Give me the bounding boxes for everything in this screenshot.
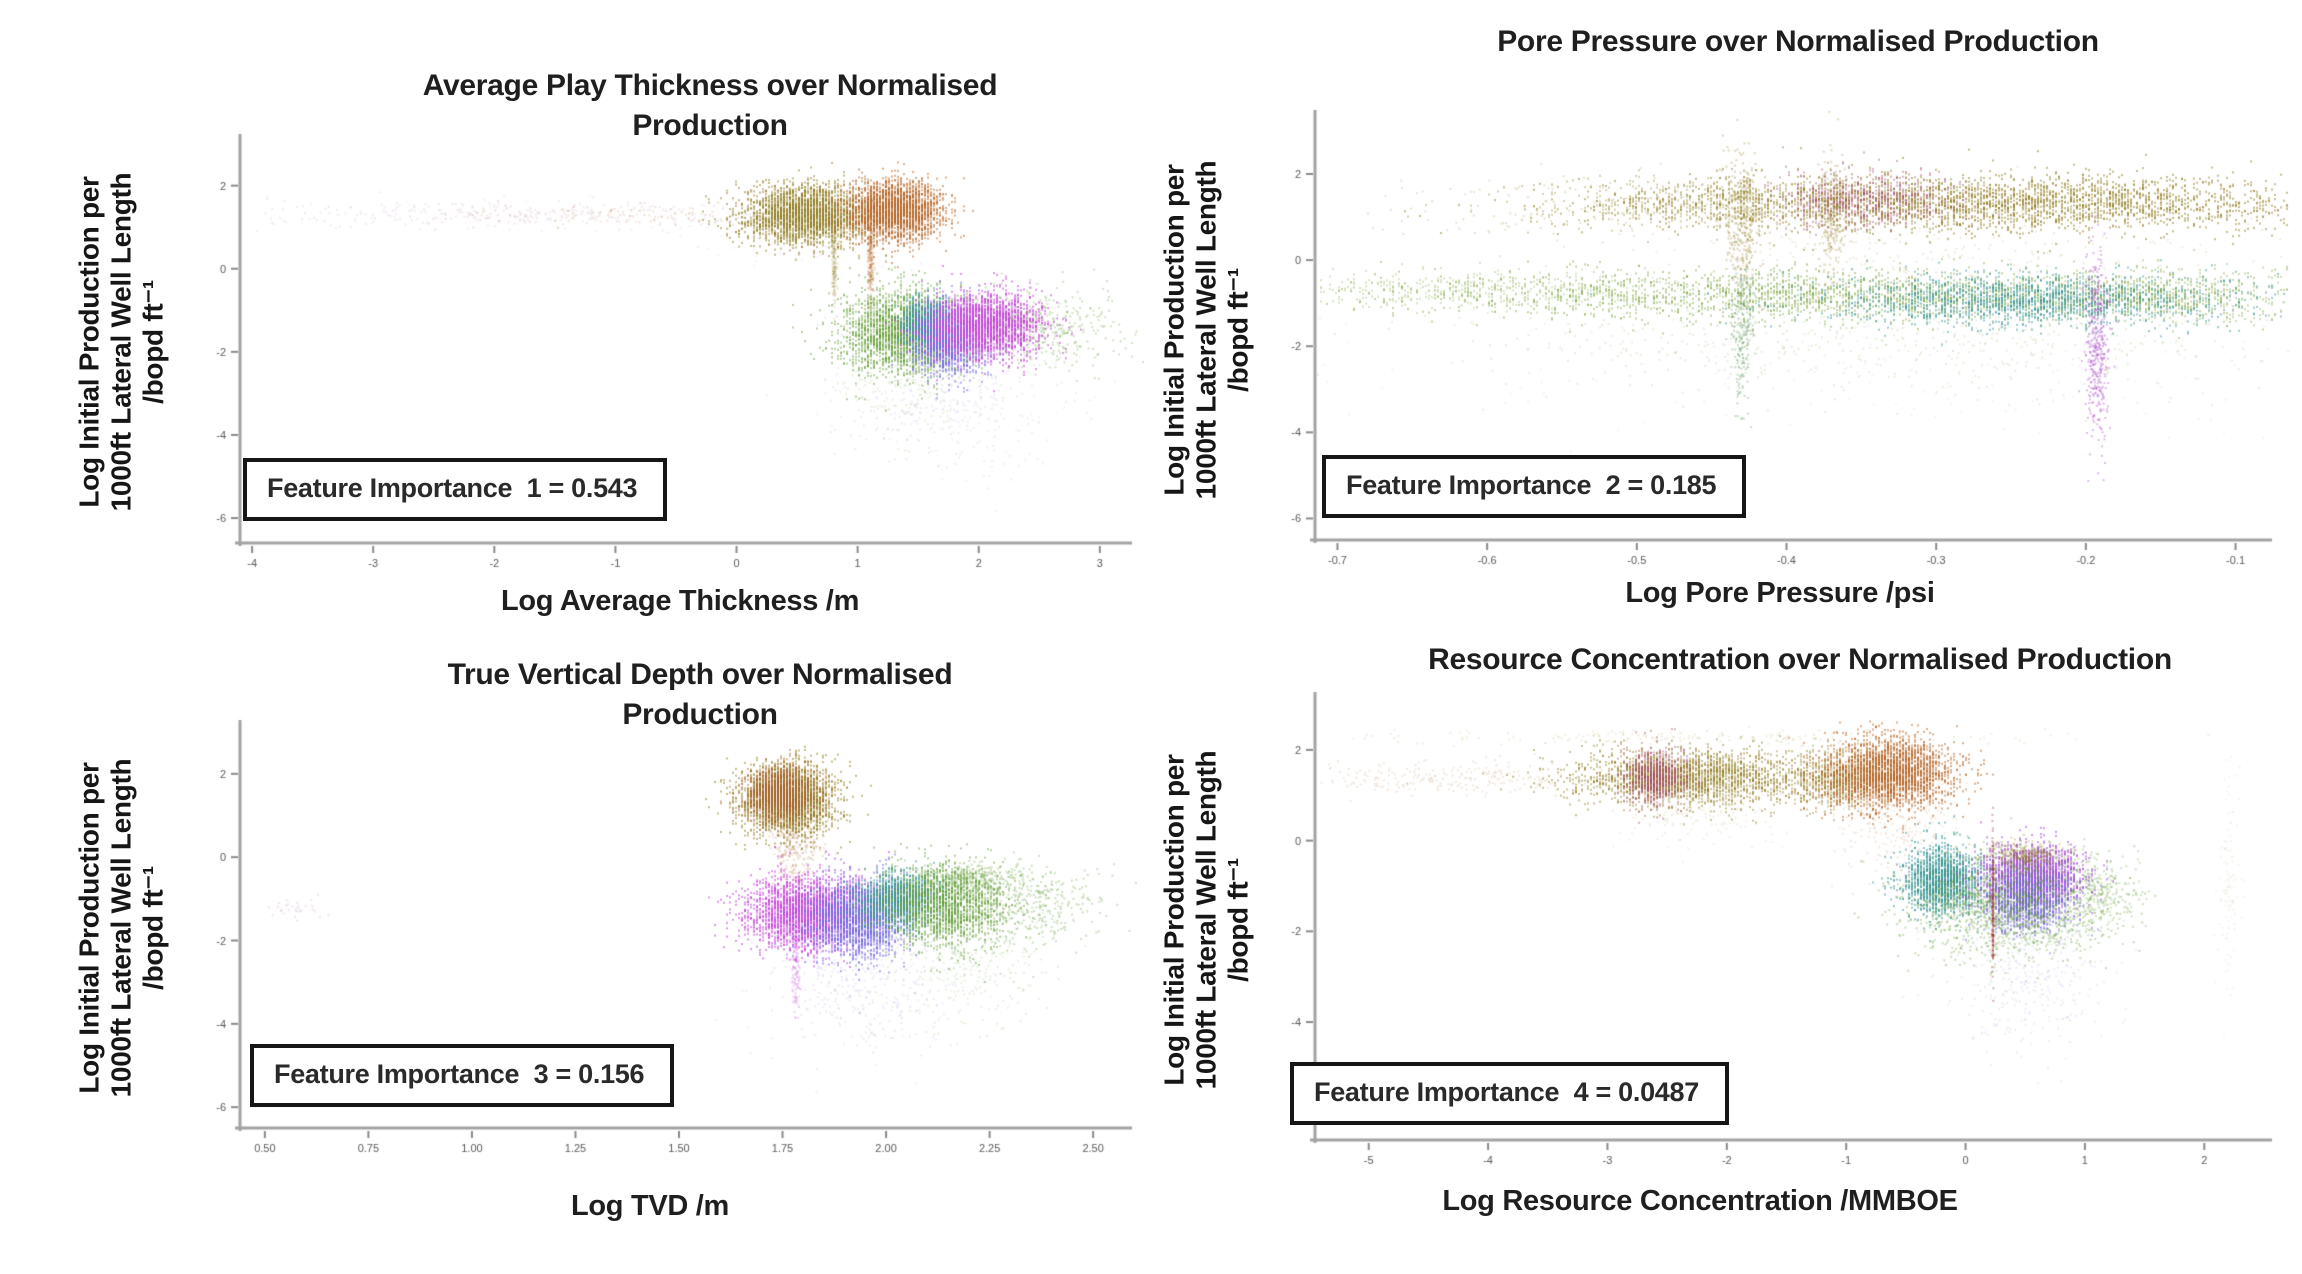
plot-thickness-title: Average Play Thickness over Normalised P… xyxy=(422,66,998,145)
plot-pore-pressure-feature-importance-box: Feature Importance 2 = 0.185 xyxy=(1322,455,1747,518)
plot-tvd-title: True Vertical Depth over Normalised Prod… xyxy=(448,655,953,734)
plot-tvd-x-axis-label: Log TVD /m xyxy=(570,1190,730,1222)
plot-resource-title-line1: Resource Concentration over Normalised P… xyxy=(1428,643,2172,676)
plot-tvd-feature-importance-box: Feature Importance 3 = 0.156 xyxy=(250,1044,675,1107)
plot-pore-pressure-title: Pore Pressure over Normalised Production xyxy=(1497,22,2099,62)
plot-tvd-y-axis-label: Log Initial Production per 1000ft Latera… xyxy=(73,758,170,1098)
plot-pore-pressure-x-axis-label: Log Pore Pressure /psi xyxy=(1625,577,1935,609)
plot-thickness-title-line1: Average Play Thickness over Normalised xyxy=(422,69,998,102)
plot-thickness-x-axis-label: Log Average Thickness /m xyxy=(500,585,860,617)
plot-resource-feature-importance-box: Feature Importance 4 = 0.0487 xyxy=(1290,1062,1729,1125)
plot-tvd-title-line2: Production xyxy=(622,697,778,731)
plot-pore-pressure-y-axis-label: Log Initial Production per 1000ft Latera… xyxy=(1158,160,1255,500)
plot-tvd-title-line1: True Vertical Depth over Normalised xyxy=(447,658,953,691)
plot-thickness-feature-importance-box: Feature Importance 1 = 0.543 xyxy=(243,458,668,521)
plot-thickness-y-axis-label: Log Initial Production per 1000ft Latera… xyxy=(73,172,170,512)
plot-resource-title: Resource Concentration over Normalised P… xyxy=(1428,640,2172,680)
plot-thickness-title-line2: Production xyxy=(632,108,788,142)
plot-resource-x-axis-label: Log Resource Concentration /MMBOE xyxy=(1442,1185,1958,1217)
plot-resource-y-axis-label: Log Initial Production per 1000ft Latera… xyxy=(1158,750,1255,1090)
plot-pore-pressure-title-line1: Pore Pressure over Normalised Production xyxy=(1497,25,2099,58)
